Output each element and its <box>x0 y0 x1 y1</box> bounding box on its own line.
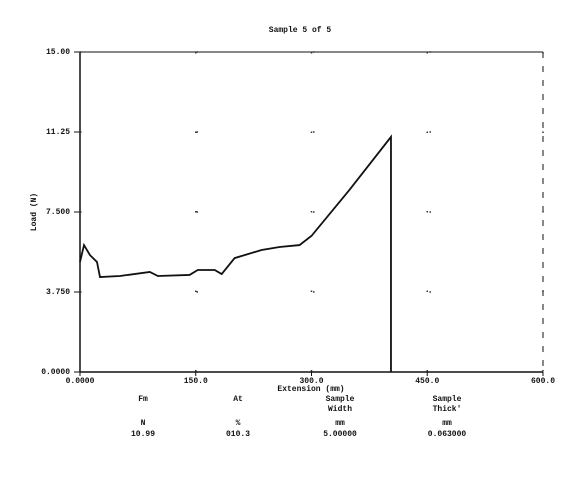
y-tick-label: 11.25 <box>46 128 70 137</box>
y-axis-label: Load (N) <box>30 193 39 231</box>
x-tick-label: 300.0 <box>299 377 323 386</box>
x-tick-label: 0.0000 <box>66 377 95 386</box>
result-value: 5.00000 <box>323 430 357 439</box>
result-value: 10.99 <box>131 430 155 439</box>
result-value: 0.063000 <box>428 430 467 439</box>
result-header: At <box>233 395 243 404</box>
x-tick-label: 150.0 <box>184 377 208 386</box>
result-unit: % <box>236 419 241 428</box>
result-unit: mm <box>442 419 452 428</box>
x-tick-label: 600.0 <box>531 377 555 386</box>
x-tick-label: 450.0 <box>415 377 439 386</box>
result-header: Sample <box>433 395 462 404</box>
result-unit: N <box>141 419 146 428</box>
result-header: Width <box>328 405 352 414</box>
y-tick-label: 15.00 <box>46 48 70 57</box>
y-tick-label: 7.500 <box>46 208 70 217</box>
result-header: Sample <box>326 395 355 404</box>
result-unit: mm <box>335 419 345 428</box>
result-header: Thick' <box>433 405 462 414</box>
y-tick-label: 3.750 <box>46 288 70 297</box>
result-value: 010.3 <box>226 430 250 439</box>
y-tick-label: 0.0000 <box>41 368 70 377</box>
x-axis-label: Extension (mm) <box>277 385 344 394</box>
data-line <box>79 134 392 372</box>
result-header: Fm <box>138 395 148 404</box>
chart-title: Sample 5 of 5 <box>269 26 332 35</box>
